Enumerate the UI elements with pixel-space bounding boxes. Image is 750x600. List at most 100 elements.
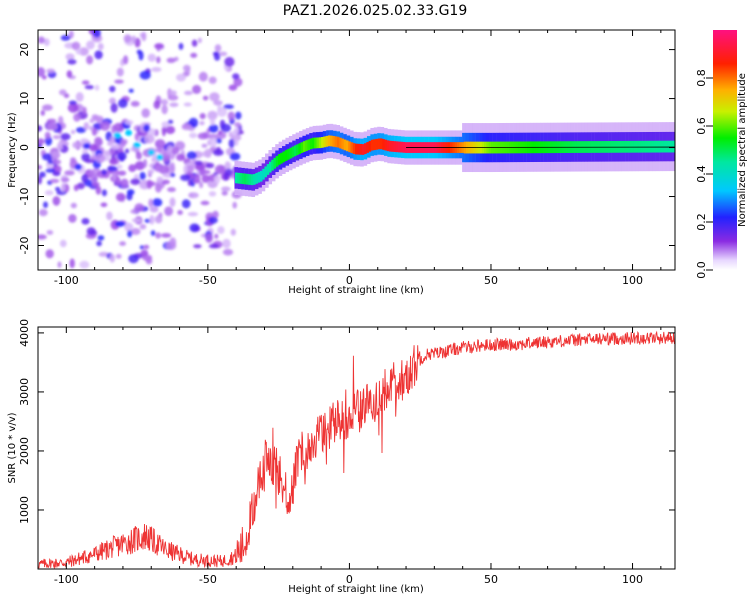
heatmap-cell	[143, 244, 150, 250]
heatmap-cell	[166, 145, 174, 155]
heatmap-cell	[204, 148, 212, 158]
heatmap-cell	[384, 139, 388, 151]
heatmap-cell	[218, 51, 228, 57]
heatmap-x-axis-label: Height of straight line (km)	[288, 285, 424, 296]
y-tick-label: 2000	[18, 437, 31, 465]
heatmap-cell	[83, 122, 90, 131]
heatmap-cell	[119, 241, 126, 246]
heatmap-cell	[38, 36, 45, 44]
heatmap-cell	[154, 43, 165, 50]
heatmap-cell	[110, 102, 118, 113]
heatmap-cell	[139, 70, 151, 80]
heatmap-cell	[658, 140, 662, 153]
heatmap-cell	[214, 233, 219, 239]
heatmap-cell	[100, 202, 108, 208]
heatmap-cell	[84, 159, 94, 164]
heatmap-cell	[177, 210, 183, 215]
heatmap-cell	[232, 73, 240, 80]
heatmap-cell	[74, 163, 83, 171]
x-tick-label: -100	[54, 274, 79, 287]
heatmap-cell	[222, 248, 234, 256]
heatmap-cell	[81, 80, 90, 85]
heatmap-cell	[302, 141, 306, 152]
heatmap-cell	[170, 172, 176, 178]
chart-title: PAZ1.2026.025.02.33.G19	[283, 3, 468, 19]
heatmap-cell	[377, 138, 381, 150]
heatmap-cell	[38, 164, 43, 170]
heatmap-y-ticks: 20 10 0 -10 -20	[18, 43, 675, 254]
heatmap-cell	[141, 31, 147, 42]
heatmap-cell	[181, 199, 191, 209]
heatmap-cell	[208, 76, 217, 84]
heatmap-cell	[109, 85, 116, 93]
heatmap-cell	[81, 173, 88, 183]
heatmap-cell	[46, 122, 58, 131]
y-tick-label: 1000	[18, 496, 31, 524]
colorbar-gradient	[713, 30, 737, 270]
heatmap-cell	[199, 121, 205, 126]
heatmap-cell	[300, 142, 304, 154]
heatmap-cell	[364, 143, 367, 155]
heatmap-cell	[183, 64, 191, 72]
heatmap-cell	[120, 139, 128, 145]
heatmap-cell	[197, 37, 202, 44]
heatmap-cell	[86, 55, 94, 65]
heatmap-cell	[198, 71, 208, 82]
heatmap-cell	[253, 173, 256, 185]
heatmap-cell	[47, 159, 55, 165]
heatmap-cell	[284, 150, 288, 161]
heatmap-cells	[38, 30, 246, 269]
heatmap-cell	[311, 137, 315, 149]
heatmap-cell	[98, 251, 110, 257]
heatmap-cell	[234, 172, 238, 184]
heatmap-cell	[348, 141, 351, 153]
heatmap-cell	[190, 52, 198, 58]
heatmap-cell	[38, 209, 48, 217]
heatmap-cell	[45, 249, 54, 259]
heatmap-cell	[209, 118, 216, 126]
heatmap-cell	[213, 174, 221, 184]
heatmap-cell	[321, 137, 324, 148]
heatmap-cell	[332, 135, 335, 147]
heatmap-cell	[45, 168, 56, 173]
heatmap-cell	[307, 139, 311, 151]
heatmap-cell	[230, 133, 242, 142]
heatmap-cell	[200, 169, 211, 175]
heatmap-cell	[171, 146, 180, 155]
heatmap-cell	[168, 90, 177, 96]
heatmap-cell	[282, 151, 286, 163]
heatmap-cell	[189, 132, 198, 139]
heatmap-cell	[250, 174, 254, 186]
heatmap-cell	[357, 143, 360, 155]
heatmap-cell	[208, 191, 217, 197]
heatmap-cell	[248, 174, 252, 185]
heatmap-cell	[57, 261, 62, 269]
heatmap-cell	[255, 172, 258, 184]
heatmap-cell	[395, 141, 399, 153]
heatmap-cell	[178, 42, 184, 50]
heatmap-cell	[672, 140, 675, 153]
heatmap-cell	[153, 100, 161, 110]
colorbar-tick-label: 0.2	[695, 213, 708, 231]
heatmap-cell	[214, 44, 222, 52]
heatmap-cell	[49, 178, 60, 184]
heatmap-cell	[212, 210, 219, 219]
heatmap-cell	[227, 111, 235, 121]
heatmap-cell	[194, 164, 205, 171]
heatmap-cell	[382, 139, 385, 150]
heatmap-cell	[663, 140, 666, 153]
heatmap-cell	[221, 191, 228, 196]
heatmap-cell	[131, 218, 142, 223]
heatmap-cell	[164, 206, 174, 216]
heatmap-cell	[38, 125, 43, 132]
heatmap-cell	[89, 118, 95, 124]
heatmap-cell	[218, 130, 223, 136]
heatmap-cell	[345, 140, 349, 152]
heatmap-cell	[66, 70, 73, 78]
heatmap-cell	[43, 38, 50, 47]
heatmap-cell	[109, 253, 116, 263]
heatmap-cell	[183, 102, 192, 107]
heatmap-cell	[76, 182, 85, 190]
heatmap-cell	[39, 171, 46, 178]
